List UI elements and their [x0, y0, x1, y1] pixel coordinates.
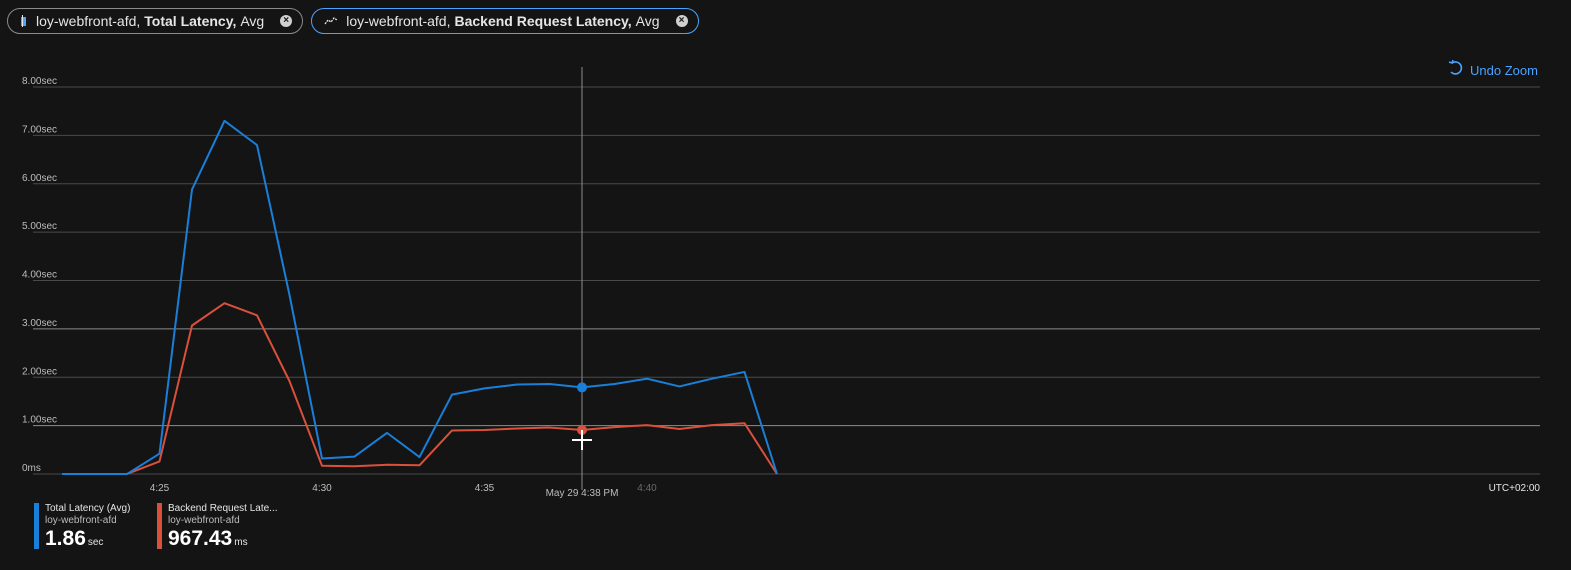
y-tick-label: 5.00sec: [22, 221, 57, 232]
series-line: [62, 119, 778, 475]
legend-unit: sec: [87, 537, 104, 548]
legend-value: 1.86: [45, 527, 86, 550]
y-tick-label: 3.00sec: [22, 318, 57, 329]
pill-resource: loy-webfront-afd,: [36, 13, 141, 29]
y-tick-label: 6.00sec: [22, 173, 57, 184]
pill-aggregation: Avg: [240, 13, 265, 29]
legend-value: 967.43: [168, 527, 233, 550]
legend-resource: loy-webfront-afd: [168, 515, 240, 526]
x-tick-label: 4:35: [475, 483, 495, 494]
close-icon[interactable]: ×: [675, 15, 688, 27]
series-line: [62, 302, 778, 475]
pill-resource: loy-webfront-afd,: [346, 13, 451, 29]
x-tick-label: 4:30: [312, 483, 332, 494]
legend-resource: loy-webfront-afd: [45, 515, 117, 526]
line-chart-icon: [324, 16, 338, 26]
y-tick-label: 2.00sec: [22, 366, 57, 377]
pill-aggregation: Avg: [635, 13, 660, 29]
pill-metric: Backend Request Latency,: [454, 13, 632, 29]
metric-pill-total-latency[interactable]: loy-webfront-afd, Total Latency, Avg ×: [7, 8, 304, 34]
timezone-label: UTC+02:00: [1489, 483, 1541, 494]
cursor-point: [577, 382, 587, 393]
y-tick-label: 0ms: [22, 463, 41, 474]
y-tick-label: 7.00sec: [22, 124, 57, 135]
x-tick-label: 4:25: [150, 483, 170, 494]
legend-unit: ms: [234, 537, 248, 548]
x-tick-label: 4:40: [637, 483, 657, 494]
legend-color-swatch: [157, 503, 162, 549]
legend-title: Total Latency (Avg): [45, 503, 131, 514]
undo-icon: [1448, 59, 1464, 81]
pill-metric: Total Latency,: [144, 13, 237, 29]
legend-item-backend-latency[interactable]: Backend Request Late... loy-webfront-afd…: [157, 503, 278, 555]
cursor-time-label: May 29 4:38 PM: [546, 488, 619, 499]
legend-title: Backend Request Late...: [168, 503, 278, 514]
bar-chart-icon: [20, 15, 28, 27]
y-tick-label: 1.00sec: [22, 415, 57, 426]
y-tick-label: 4.00sec: [22, 270, 57, 281]
undo-zoom-label: Undo Zoom: [1470, 63, 1538, 78]
legend-color-swatch: [34, 503, 39, 549]
close-icon[interactable]: ×: [280, 15, 293, 27]
cursor-point: [577, 424, 587, 435]
y-tick-label: 8.00sec: [22, 76, 57, 87]
metric-pill-backend-latency[interactable]: loy-webfront-afd, Backend Request Latenc…: [311, 8, 699, 34]
undo-zoom-button[interactable]: Undo Zoom: [1448, 59, 1538, 81]
metric-pills: loy-webfront-afd, Total Latency, Avg × l…: [7, 8, 699, 34]
legend-item-total-latency[interactable]: Total Latency (Avg) loy-webfront-afd 1.8…: [34, 503, 130, 555]
